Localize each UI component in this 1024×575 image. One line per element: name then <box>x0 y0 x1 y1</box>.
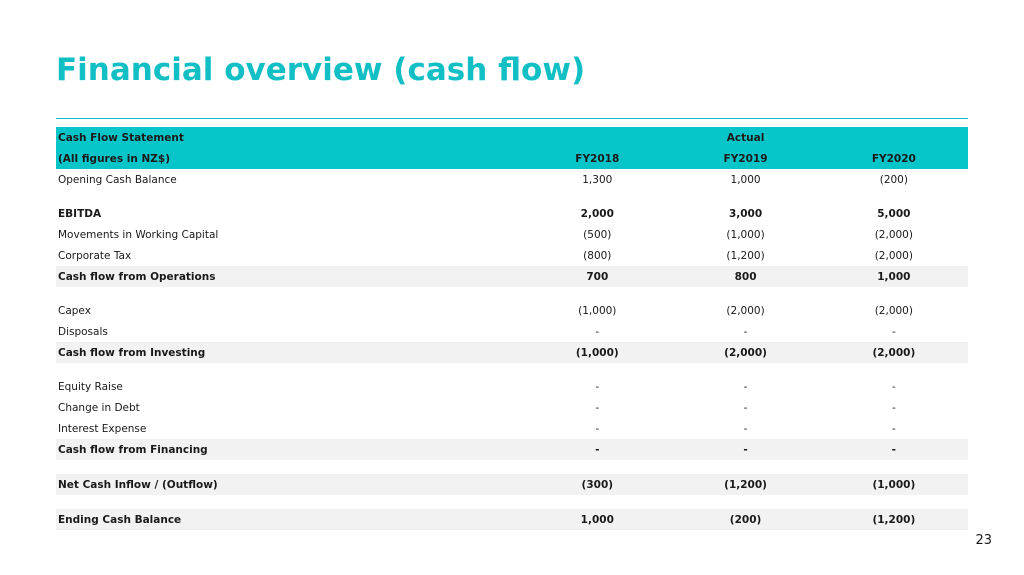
row-label: Cash flow from Financing <box>56 439 524 460</box>
cell-value: 1,000 <box>819 266 968 287</box>
cell-value: (200) <box>671 509 820 530</box>
cell-value: - <box>671 439 820 460</box>
cell-value: (1,200) <box>819 509 968 530</box>
cell-value: (1,200) <box>671 474 820 495</box>
cell-value: (2,000) <box>874 228 913 241</box>
cell-value: (2,000) <box>819 342 968 363</box>
cell-value: - <box>743 401 748 414</box>
table-header-row: (All figures in NZ$) FY2018 FY2019 FY202… <box>56 148 968 169</box>
table-title: Cash Flow Statement <box>56 127 524 148</box>
cell-value: - <box>743 380 748 393</box>
subtotal-row: Cash flow from Operations 700 800 1,000 <box>56 266 968 287</box>
cell-value: - <box>595 422 600 435</box>
year-header: FY2020 <box>819 148 968 169</box>
cell-value: (300) <box>523 474 672 495</box>
cell-value: - <box>891 422 896 435</box>
cell-value: (500) <box>583 228 612 241</box>
row-label: Equity Raise <box>58 380 123 393</box>
cell-value: - <box>595 325 600 338</box>
row-label: Movements in Working Capital <box>58 228 219 241</box>
table-row: Equity Raise - - - <box>56 376 968 397</box>
row-label: Net Cash Inflow / (Outflow) <box>56 474 524 495</box>
table-row: Change in Debt - - - <box>56 397 968 418</box>
table-row: Disposals - - - <box>56 321 968 342</box>
cell-value: (2,000) <box>671 342 820 363</box>
table-row: EBITDA 2,000 3,000 5,000 <box>56 203 968 224</box>
cell-value: - <box>891 401 896 414</box>
cell-value: (2,000) <box>874 304 913 317</box>
table-row: Movements in Working Capital (500) (1,00… <box>56 224 968 245</box>
cell-value: 3,000 <box>728 207 763 220</box>
row-label: Corporate Tax <box>58 249 132 262</box>
actual-group-label: Actual <box>671 127 820 148</box>
row-label: Opening Cash Balance <box>58 173 177 186</box>
subtotal-row: Cash flow from Financing - - - <box>56 439 968 460</box>
cell-value: - <box>523 439 672 460</box>
cell-value: 2,000 <box>580 207 614 220</box>
row-label: Capex <box>58 304 91 317</box>
title-divider <box>56 118 968 119</box>
cell-value: 700 <box>523 266 672 287</box>
spacer-row <box>56 495 968 509</box>
row-label: Cash flow from Investing <box>56 342 524 363</box>
cell-value: 1,000 <box>730 173 761 186</box>
row-label: Cash flow from Operations <box>56 266 524 287</box>
cell-value: - <box>595 380 600 393</box>
cell-value: 1,000 <box>523 509 672 530</box>
table-row: Corporate Tax (800) (1,200) (2,000) <box>56 245 968 266</box>
cell-value: (1,200) <box>726 249 765 262</box>
cell-value: (800) <box>583 249 612 262</box>
table-row: Interest Expense - - - <box>56 418 968 439</box>
cell-value: 800 <box>671 266 820 287</box>
cell-value: 5,000 <box>877 207 911 220</box>
cell-value: 1,300 <box>582 173 613 186</box>
cash-flow-table: Cash Flow Statement Actual (All figures … <box>56 127 968 530</box>
cell-value: (2,000) <box>726 304 765 317</box>
row-label: Change in Debt <box>58 401 140 414</box>
cell-value: - <box>595 401 600 414</box>
total-row: Ending Cash Balance 1,000 (200) (1,200) <box>56 509 968 530</box>
year-header: FY2018 <box>523 148 672 169</box>
row-label: EBITDA <box>58 207 102 220</box>
subtotal-row: Cash flow from Investing (1,000) (2,000)… <box>56 342 968 363</box>
cell-value: (1,000) <box>726 228 765 241</box>
page-number: 23 <box>975 533 992 548</box>
row-label: Interest Expense <box>58 422 147 435</box>
spacer-row <box>56 460 968 474</box>
cell-value: - <box>743 325 748 338</box>
slide-title: Financial overview (cash flow) <box>56 52 586 88</box>
cell-value: - <box>743 422 748 435</box>
cell-value: (2,000) <box>874 249 913 262</box>
cell-value: - <box>819 439 968 460</box>
year-header: FY2019 <box>671 148 820 169</box>
cell-value: (1,000) <box>523 342 672 363</box>
row-label: Disposals <box>58 325 108 338</box>
spacer-row <box>56 363 968 376</box>
cell-value: (1,000) <box>819 474 968 495</box>
cell-value: (200) <box>879 173 908 186</box>
table-row: Opening Cash Balance 1,300 1,000 (200) <box>56 169 968 190</box>
table-header-row: Cash Flow Statement Actual <box>56 127 968 148</box>
table-row: Capex (1,000) (2,000) (2,000) <box>56 300 968 321</box>
cell-value: - <box>891 325 896 338</box>
spacer-row <box>56 190 968 203</box>
spacer-row <box>56 287 968 300</box>
table-subtitle: (All figures in NZ$) <box>56 148 524 169</box>
row-label: Ending Cash Balance <box>56 509 524 530</box>
cell-value: (1,000) <box>578 304 617 317</box>
cell-value: - <box>891 380 896 393</box>
total-row: Net Cash Inflow / (Outflow) (300) (1,200… <box>56 474 968 495</box>
